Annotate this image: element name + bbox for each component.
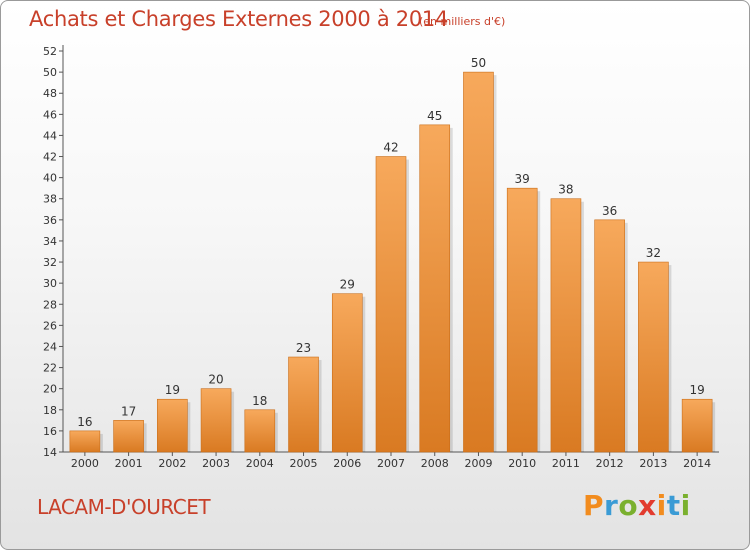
- y-tick-label: 22: [43, 362, 57, 375]
- x-tick-label: 2008: [421, 457, 449, 470]
- bar-2007: [375, 156, 407, 453]
- bar-2002: [157, 398, 188, 453]
- x-tick-label: 2005: [290, 457, 318, 470]
- y-tick-label: 46: [43, 108, 57, 121]
- brand-logo: Proxiti: [583, 489, 691, 522]
- bar-2013: [638, 261, 669, 453]
- brand-logo-letter: r: [604, 489, 619, 522]
- data-label: 20: [208, 373, 223, 387]
- x-tick-label: 2007: [377, 457, 405, 470]
- data-label: 16: [77, 415, 92, 429]
- y-tick-label: 42: [43, 151, 57, 164]
- x-tick-label: 2013: [639, 457, 667, 470]
- y-tick-label: 36: [43, 214, 57, 227]
- bar-2014: [681, 398, 713, 453]
- bar-2001: [113, 420, 144, 453]
- y-tick-label: 50: [43, 66, 57, 79]
- brand-logo-letter: x: [638, 489, 657, 522]
- data-label: 39: [515, 172, 530, 186]
- brand-logo-letter: i: [680, 489, 691, 522]
- brand-logo-letter: P: [583, 489, 605, 522]
- bar-2006: [331, 293, 363, 453]
- y-tick-label: 44: [43, 129, 57, 142]
- y-tick-label: 32: [43, 256, 57, 269]
- data-label: 17: [121, 404, 136, 418]
- bar-2012: [594, 219, 625, 453]
- bar-2005: [288, 356, 319, 453]
- brand-logo-letter: o: [618, 489, 639, 522]
- y-tick-label: 38: [43, 193, 57, 206]
- y-tick-label: 18: [43, 404, 57, 417]
- y-tick-label: 52: [43, 45, 57, 58]
- y-tick-label: 14: [43, 446, 57, 459]
- x-tick-label: 2003: [202, 457, 230, 470]
- chart-title: Achats et Charges Externes 2000 à 2014: [29, 7, 449, 31]
- bars: [69, 71, 716, 453]
- data-label: 29: [340, 278, 355, 292]
- bar-2009: [463, 71, 494, 453]
- brand-logo-letter: i: [656, 489, 667, 522]
- data-label: 19: [165, 383, 180, 397]
- data-label: 50: [471, 56, 486, 70]
- bar-2000: [69, 430, 101, 453]
- x-tick-label: 2010: [508, 457, 536, 470]
- bar-2004: [244, 409, 276, 453]
- x-tick-label: 2002: [158, 457, 186, 470]
- bar-2008: [419, 124, 451, 453]
- x-tick-label: 2009: [464, 457, 492, 470]
- y-tick-label: 34: [43, 235, 57, 248]
- y-tick-label: 48: [43, 87, 57, 100]
- place-name: LACAM-D'OURCET: [37, 495, 211, 519]
- y-tick-label: 16: [43, 425, 57, 438]
- bar-2010: [506, 187, 538, 453]
- x-tick-label: 2006: [333, 457, 361, 470]
- y-tick-label: 40: [43, 172, 57, 185]
- data-label: 32: [646, 246, 661, 260]
- chart-subtitle: (en milliers d'€): [419, 15, 506, 28]
- data-labels: 16 17 19 20 18 23 29 42 45 50 39 38 36 32 19: [77, 56, 705, 429]
- y-tick-label: 28: [43, 298, 57, 311]
- data-label: 36: [602, 204, 617, 218]
- bar-2003: [200, 388, 232, 453]
- data-label: 18: [252, 394, 267, 408]
- data-label: 42: [383, 141, 398, 155]
- x-tick-label: 2001: [115, 457, 143, 470]
- brand-logo-letter: t: [666, 489, 681, 522]
- y-tick-label: 20: [43, 383, 57, 396]
- x-tick-label: 2014: [683, 457, 711, 470]
- bar-2011: [550, 198, 582, 453]
- y-tick-label: 26: [43, 319, 57, 332]
- data-label: 38: [558, 183, 573, 197]
- x-tick-label: 2000: [71, 457, 99, 470]
- x-tick-label: 2012: [596, 457, 624, 470]
- x-tick-label: 2004: [246, 457, 274, 470]
- axes: 14 16 18 20 22 24 26 28 30 32 34 36 38 40 42 44 46 48 50 52…: [43, 45, 719, 470]
- data-label: 45: [427, 109, 442, 123]
- data-label: 19: [689, 383, 704, 397]
- y-tick-label: 30: [43, 277, 57, 290]
- x-tick-label: 2011: [552, 457, 580, 470]
- data-label: 23: [296, 341, 311, 355]
- y-tick-label: 24: [43, 340, 57, 353]
